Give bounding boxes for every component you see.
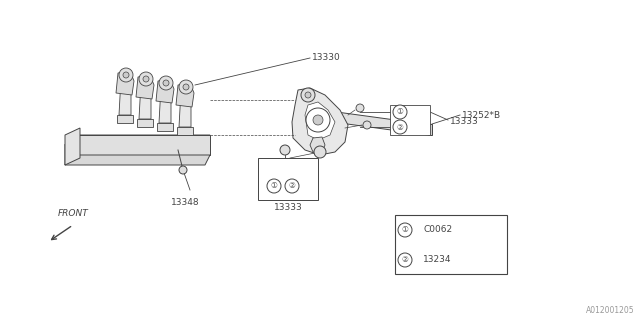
Polygon shape (305, 102, 335, 140)
Circle shape (306, 108, 330, 132)
Circle shape (179, 166, 187, 174)
Circle shape (305, 92, 311, 98)
Polygon shape (119, 78, 131, 115)
Text: ②: ② (397, 123, 403, 132)
Polygon shape (136, 75, 154, 99)
Circle shape (143, 76, 149, 82)
Text: 13348: 13348 (171, 198, 199, 207)
Circle shape (356, 104, 364, 112)
Text: 13234: 13234 (423, 255, 451, 265)
Polygon shape (292, 88, 348, 155)
Polygon shape (179, 90, 191, 127)
Text: ①: ① (401, 226, 408, 235)
Circle shape (398, 223, 412, 237)
Polygon shape (117, 115, 133, 123)
Text: 13252*B: 13252*B (462, 111, 501, 121)
Text: C0062: C0062 (423, 226, 452, 235)
Circle shape (393, 120, 407, 134)
Text: A012001205: A012001205 (586, 306, 635, 315)
Circle shape (267, 179, 281, 193)
Polygon shape (139, 82, 151, 119)
Bar (390, 105, 430, 135)
Text: ②: ② (401, 255, 408, 265)
Polygon shape (65, 135, 70, 165)
Polygon shape (70, 135, 210, 155)
Circle shape (159, 76, 173, 90)
Circle shape (301, 88, 315, 102)
Circle shape (398, 253, 412, 267)
Circle shape (313, 115, 323, 125)
Circle shape (139, 72, 153, 86)
Text: 13330: 13330 (312, 53, 340, 62)
Text: FRONT: FRONT (58, 209, 88, 218)
Polygon shape (65, 128, 80, 165)
Polygon shape (156, 79, 174, 103)
Bar (258, 158, 318, 200)
Circle shape (179, 80, 193, 94)
Circle shape (314, 146, 326, 158)
Polygon shape (318, 110, 432, 135)
Polygon shape (116, 71, 134, 95)
Circle shape (280, 145, 290, 155)
Circle shape (285, 179, 299, 193)
Text: ①: ① (397, 108, 403, 116)
Circle shape (363, 121, 371, 129)
Text: ①: ① (271, 181, 277, 190)
Polygon shape (176, 83, 194, 107)
Text: 13333: 13333 (450, 117, 479, 126)
Circle shape (317, 111, 327, 121)
Polygon shape (65, 135, 210, 145)
Polygon shape (310, 137, 325, 152)
Polygon shape (137, 119, 153, 127)
Text: 13333: 13333 (274, 204, 302, 212)
Polygon shape (159, 86, 171, 123)
Circle shape (119, 68, 133, 82)
Circle shape (183, 84, 189, 90)
Polygon shape (177, 127, 193, 135)
Circle shape (123, 72, 129, 78)
Bar (395, 215, 507, 274)
Polygon shape (157, 123, 173, 131)
Polygon shape (428, 124, 432, 135)
Polygon shape (65, 155, 210, 165)
Circle shape (163, 80, 169, 86)
Text: ②: ② (289, 181, 296, 190)
Circle shape (393, 105, 407, 119)
